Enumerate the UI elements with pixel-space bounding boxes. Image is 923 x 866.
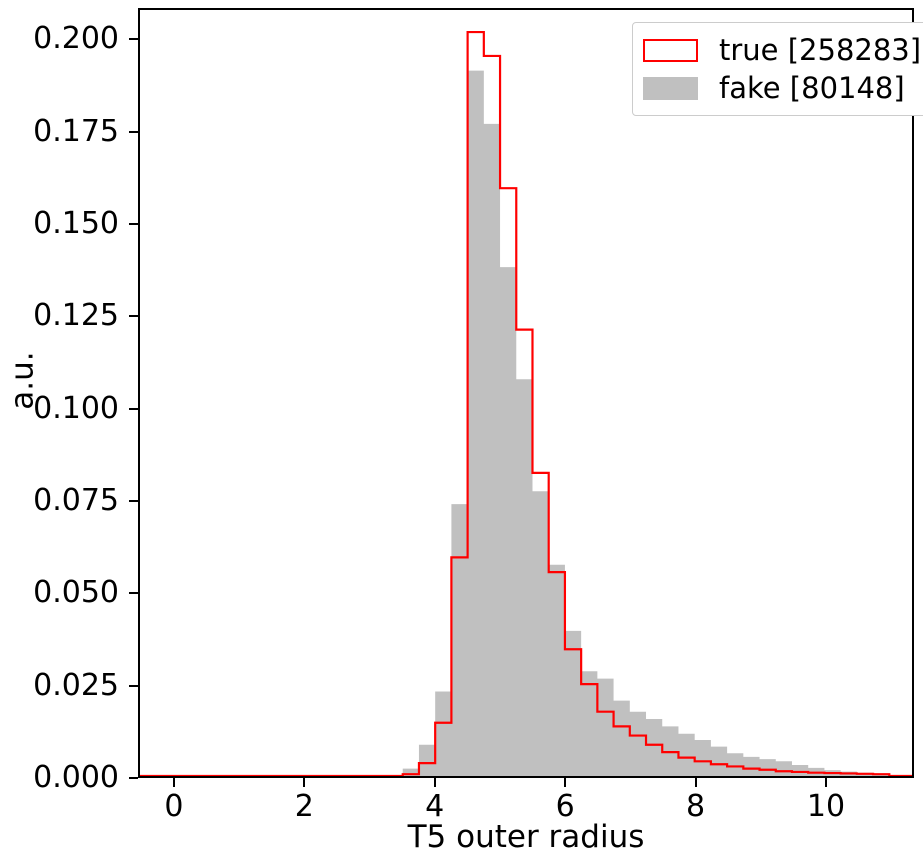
y-tick-mark	[129, 130, 138, 133]
y-tick-label: 0.000	[33, 760, 119, 795]
x-axis-label: T5 outer radius	[407, 819, 645, 855]
y-tick-label: 0.200	[33, 21, 119, 57]
true-histogram-step	[140, 30, 912, 776]
x-tick-mark	[172, 778, 175, 787]
y-axis-label: a.u.	[4, 351, 41, 410]
y-tick-label: 0.075	[33, 483, 119, 519]
legend-swatch-fake-icon	[643, 76, 698, 100]
legend-swatch-true-icon	[643, 38, 698, 62]
x-tick-mark	[694, 778, 697, 787]
x-tick-mark	[824, 778, 827, 787]
legend-label-fake: fake [80148]	[719, 70, 905, 105]
x-tick-mark	[564, 778, 567, 787]
x-tick-label: 10	[806, 789, 846, 824]
y-tick-label: 0.125	[33, 298, 119, 334]
x-tick-mark	[303, 778, 306, 787]
legend: true [258283] fake [80148]	[632, 22, 923, 116]
y-tick-mark	[129, 684, 138, 687]
legend-label-true: true [258283]	[719, 32, 922, 67]
y-tick-mark	[129, 38, 138, 41]
x-tick-mark	[433, 778, 436, 787]
y-tick-label: 0.025	[33, 667, 119, 703]
y-tick-label: 0.175	[33, 113, 119, 149]
x-tick-label: 6	[555, 789, 575, 824]
y-tick-mark	[129, 592, 138, 595]
y-tick-mark	[129, 500, 138, 503]
y-tick-mark	[129, 223, 138, 226]
plot-area	[138, 8, 914, 778]
y-tick-label: 0.150	[33, 206, 119, 242]
x-tick-label: 0	[164, 789, 184, 824]
y-tick-label: 0.050	[33, 575, 119, 611]
fake-histogram-bars	[402, 70, 890, 776]
legend-item-true: true [258283]	[643, 31, 921, 69]
histogram-canvas	[140, 30, 912, 776]
y-tick-mark	[129, 407, 138, 410]
x-tick-label: 2	[294, 789, 314, 824]
y-tick-label: 0.100	[33, 390, 119, 426]
legend-item-fake: fake [80148]	[643, 69, 921, 107]
y-tick-mark	[129, 777, 138, 779]
x-tick-label: 4	[425, 789, 445, 824]
x-tick-label: 8	[685, 789, 706, 824]
y-tick-mark	[129, 315, 138, 318]
